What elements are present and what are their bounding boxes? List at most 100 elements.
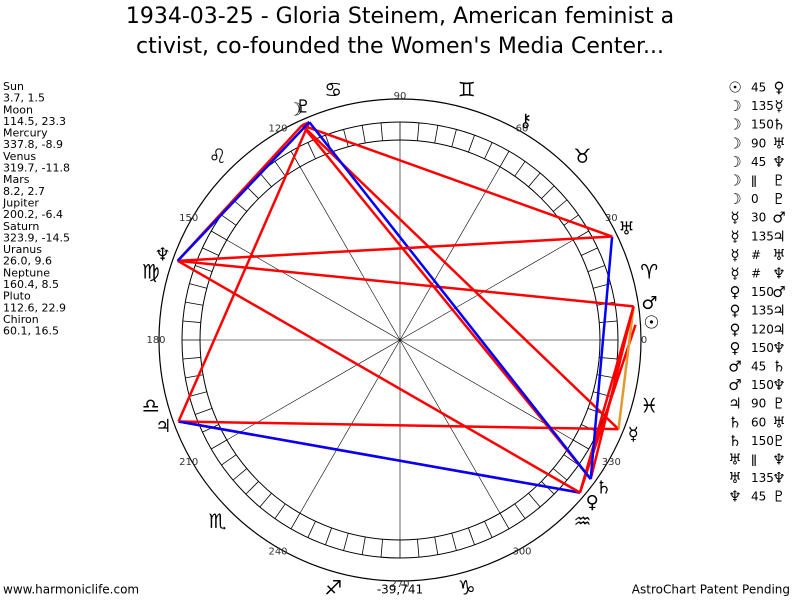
aspect-type: 150 [751,118,774,132]
ring-tick [468,135,475,153]
ring-tick [325,527,332,545]
planet-position: 319.7, -11.8 [3,162,70,175]
planet-position: 337.8, -8.9 [3,138,63,151]
ring-tick [185,374,204,379]
aspect-to: ♃ [772,227,785,245]
ring-tick [499,151,510,167]
aspect-type: 120 [751,322,774,336]
ring-tick [552,199,568,212]
planet-name: Jupiter [2,197,39,210]
cusp-line [299,339,401,514]
aspect-from: ♀ [730,302,741,320]
aspect-from: ☽ [728,190,741,208]
ring-tick [499,513,510,529]
sign-glyph: ♏ [209,509,227,533]
aspect-type: 135 [751,304,774,318]
ring-tick [451,129,457,147]
aspect-from: ♃ [728,395,741,413]
ring-tick [417,122,420,141]
ring-tick [528,172,541,188]
aspect-line [177,121,311,422]
aspect-to: ♆ [772,469,785,487]
planet-glyph: ♀ [586,492,599,513]
degree-label: 30 [605,213,618,224]
ring-tick [195,408,213,415]
cusp-line [399,239,574,341]
planet-position: 112.6, 22.9 [3,301,66,314]
aspect-to: ♃ [772,302,785,320]
planet-name: Sun [3,80,24,93]
planet-position: 200.2, -6.4 [3,208,63,221]
sign-glyph: ♌ [209,144,227,168]
ring-tick [189,391,207,397]
ring-tick [232,468,248,481]
aspect-from: ☉ [728,79,741,97]
ring-tick [274,503,286,519]
cusp-line [399,166,501,341]
aspect-type: 135 [751,471,774,485]
planet-glyph: ♇ [295,96,311,117]
ring-tick [245,481,259,495]
ring-tick [380,539,383,558]
aspect-to: ♄ [772,116,785,134]
planet-glyph: ☽ [287,100,303,121]
degree-label: 180 [146,335,165,346]
aspect-line [177,259,581,494]
ring-tick [182,357,201,360]
aspect-type: 90 [751,397,766,411]
aspect-type: ǁ [751,174,757,188]
ring-tick [185,301,204,306]
aspect-to: ♇ [772,432,785,450]
ring-tick [380,122,383,141]
ring-tick [259,492,272,508]
aspect-type: 30 [751,211,766,225]
ring-tick [484,521,493,538]
aspect-from: ♂ [728,358,741,376]
ring-tick [182,320,201,323]
ring-tick [573,439,589,450]
aspect-to: ♄ [772,358,785,376]
aspect-from: ☽ [728,134,741,152]
ring-tick [361,536,366,555]
ring-tick [528,492,541,508]
degree-label: 300 [512,546,531,557]
ring-tick [587,265,605,272]
score: -39,741 [377,583,423,597]
aspect-type: 45 [751,81,766,95]
ring-tick [211,230,227,241]
planet-glyph: ♅ [618,219,634,240]
ring-tick [211,439,227,450]
aspect-to: ♇ [772,172,785,190]
sign-glyph: ♒ [573,509,591,533]
aspect-from: ♀ [730,320,741,338]
aspect-to: ♂ [772,209,785,227]
ring-tick [189,283,207,289]
aspect-to: ♆ [772,265,785,283]
aspect-type: 135 [751,229,774,243]
ring-tick [290,151,301,167]
footer-link[interactable]: www.harmoniclife.com [3,583,139,597]
degree-label: 150 [179,213,198,224]
ring-tick [343,533,349,551]
ring-tick [274,161,286,177]
aspect-from: ♆ [728,488,741,506]
planet-name: Pluto [3,290,31,303]
sign-glyph: ♋ [324,77,342,101]
ring-tick [468,527,475,545]
degree-label: 330 [602,457,621,468]
aspect-type: 45 [751,155,766,169]
cusp-line [299,166,401,341]
aspect-to: ♅ [772,413,785,431]
aspect-line [301,124,592,480]
planet-glyph: ♃ [155,416,171,437]
aspect-line [177,235,613,263]
aspect-from: ♅ [728,469,741,487]
aspect-line [301,124,620,431]
ring-tick [514,161,526,177]
ring-tick [514,503,526,519]
aspect-from: ♄ [728,413,741,431]
aspect-type: 45 [751,360,766,374]
aspect-line [178,420,619,431]
planet-glyph: ☿ [628,424,639,445]
